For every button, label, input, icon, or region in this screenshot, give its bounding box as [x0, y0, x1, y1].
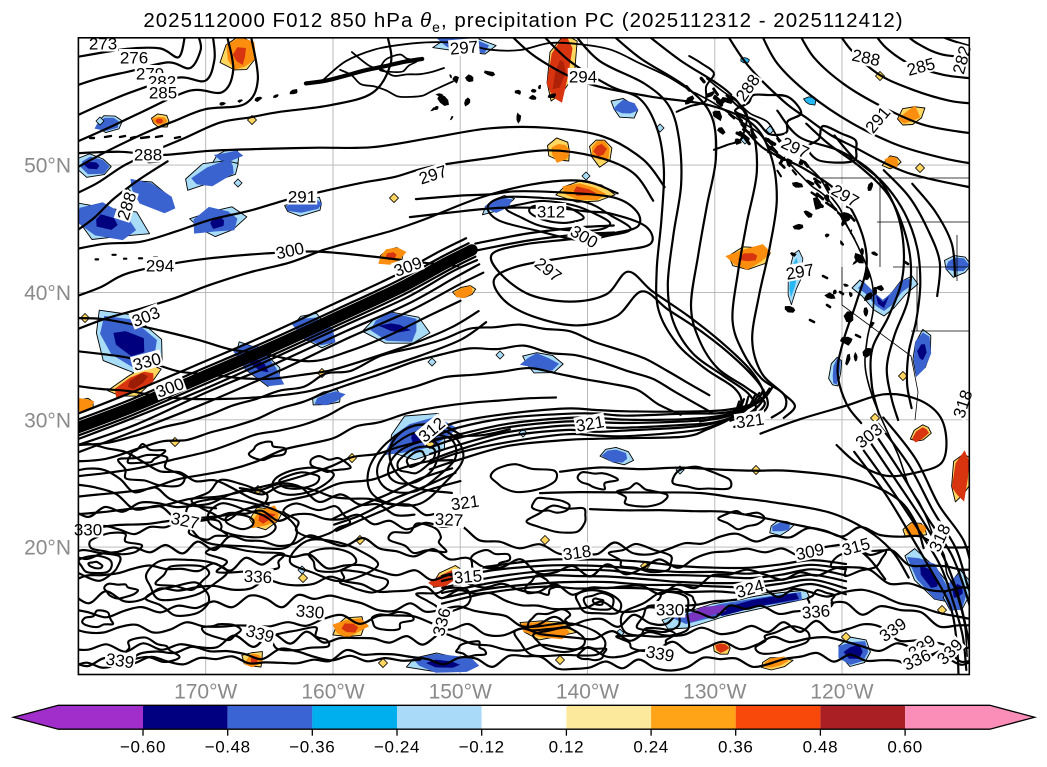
svg-text:330: 330 — [295, 601, 325, 622]
svg-text:140°W: 140°W — [556, 681, 619, 704]
svg-text:297: 297 — [449, 37, 479, 58]
svg-text:321: 321 — [574, 412, 605, 436]
svg-text:336: 336 — [801, 601, 831, 622]
svg-text:288: 288 — [134, 146, 162, 165]
svg-text:285: 285 — [149, 84, 177, 103]
svg-text:339: 339 — [105, 650, 136, 673]
svg-text:336: 336 — [243, 567, 272, 587]
svg-text:0.48: 0.48 — [803, 738, 839, 757]
svg-text:294: 294 — [146, 257, 174, 276]
svg-text:327: 327 — [434, 510, 463, 530]
svg-text:315: 315 — [453, 566, 483, 587]
svg-text:20°N: 20°N — [24, 537, 71, 560]
svg-text:30°N: 30°N — [24, 409, 71, 432]
svg-text:−0.48: −0.48 — [205, 738, 251, 757]
svg-text:−0.60: −0.60 — [120, 738, 166, 757]
svg-text:312: 312 — [537, 203, 565, 222]
svg-text:321: 321 — [735, 410, 766, 433]
svg-text:150°W: 150°W — [429, 681, 492, 704]
svg-text:330: 330 — [74, 521, 102, 540]
svg-text:294: 294 — [569, 68, 597, 87]
svg-text:170°W: 170°W — [174, 681, 237, 704]
svg-text:0.12: 0.12 — [549, 738, 585, 757]
svg-text:130°W: 130°W — [683, 681, 746, 704]
svg-text:40°N: 40°N — [24, 282, 71, 305]
svg-text:339: 339 — [644, 642, 675, 666]
svg-text:−0.36: −0.36 — [289, 738, 335, 757]
svg-text:160°W: 160°W — [301, 681, 364, 704]
svg-text:0.60: 0.60 — [887, 738, 923, 757]
svg-text:120°W: 120°W — [810, 681, 873, 704]
svg-text:−0.24: −0.24 — [374, 738, 420, 757]
svg-text:−0.12: −0.12 — [459, 738, 505, 757]
svg-text:321: 321 — [450, 492, 481, 515]
svg-text:330: 330 — [656, 601, 684, 620]
svg-text:273: 273 — [89, 35, 117, 54]
svg-text:276: 276 — [120, 49, 148, 68]
svg-text:291: 291 — [288, 188, 316, 207]
svg-text:297: 297 — [784, 260, 815, 284]
svg-text:50°N: 50°N — [24, 155, 71, 178]
svg-text:0.24: 0.24 — [633, 738, 669, 757]
svg-text:0.36: 0.36 — [718, 738, 754, 757]
svg-text:318: 318 — [562, 542, 593, 565]
